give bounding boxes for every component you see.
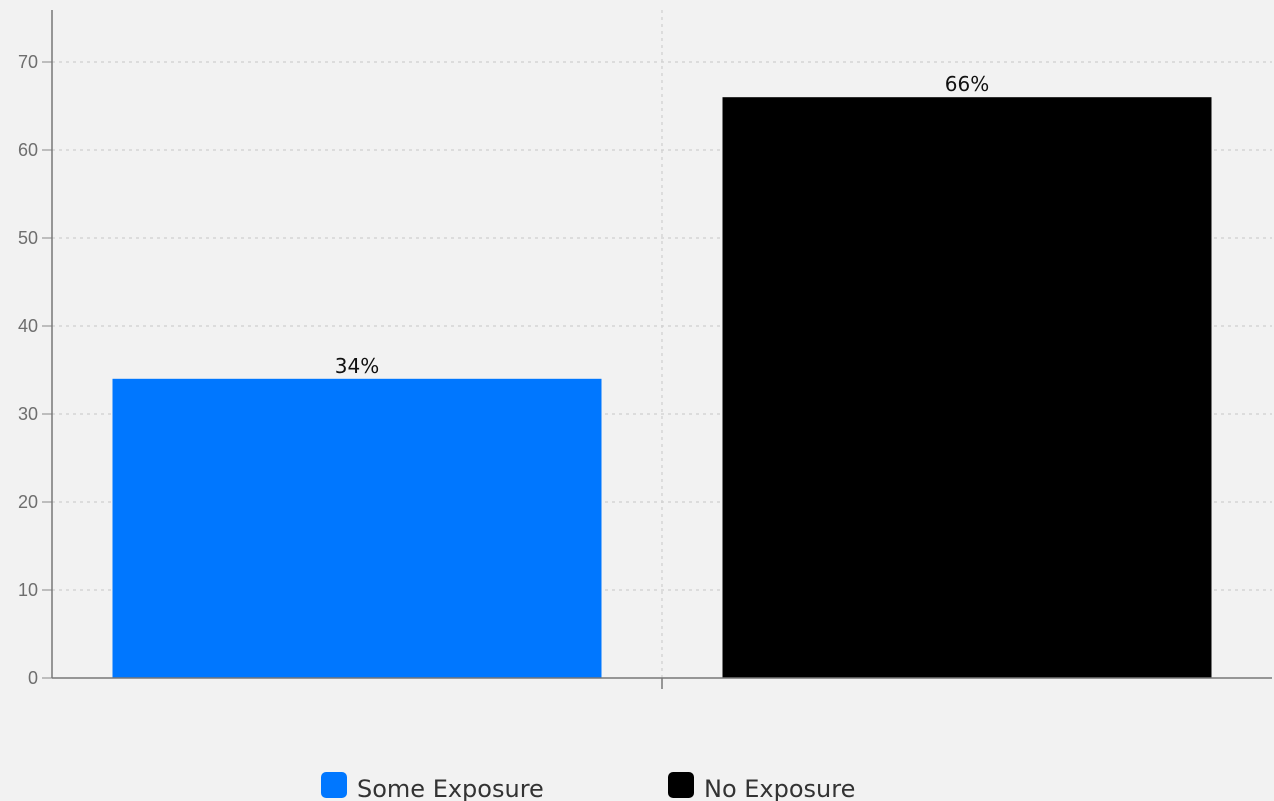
legend-swatch-no-exposure: [668, 772, 694, 798]
data-label-no-exposure: 66%: [945, 72, 989, 96]
legend-item-no-exposure[interactable]: No Exposure: [668, 770, 856, 801]
bars: [112, 97, 1212, 678]
legend-label-some-exposure: Some Exposure: [357, 775, 544, 801]
bar-some-exposure[interactable]: [112, 378, 602, 678]
y-tick-label: 0: [28, 668, 38, 688]
legend-item-some-exposure[interactable]: Some Exposure: [321, 770, 544, 801]
y-tick-label: 10: [18, 580, 38, 600]
data-labels: 34% 66%: [335, 72, 989, 378]
legend-label-no-exposure: No Exposure: [704, 775, 856, 801]
y-tick-label: 20: [18, 492, 38, 512]
y-tick-label: 30: [18, 404, 38, 424]
y-tick-label: 40: [18, 316, 38, 336]
legend-swatch-some-exposure: [321, 772, 347, 798]
y-tick-label: 70: [18, 52, 38, 72]
bar-no-exposure[interactable]: [722, 97, 1212, 678]
y-tick-label: 60: [18, 140, 38, 160]
legend: Some Exposure No Exposure: [0, 768, 1274, 801]
axes: 0 10 20 30 40 50 60 70: [18, 10, 1272, 689]
y-tick-label: 50: [18, 228, 38, 248]
data-label-some-exposure: 34%: [335, 354, 379, 378]
